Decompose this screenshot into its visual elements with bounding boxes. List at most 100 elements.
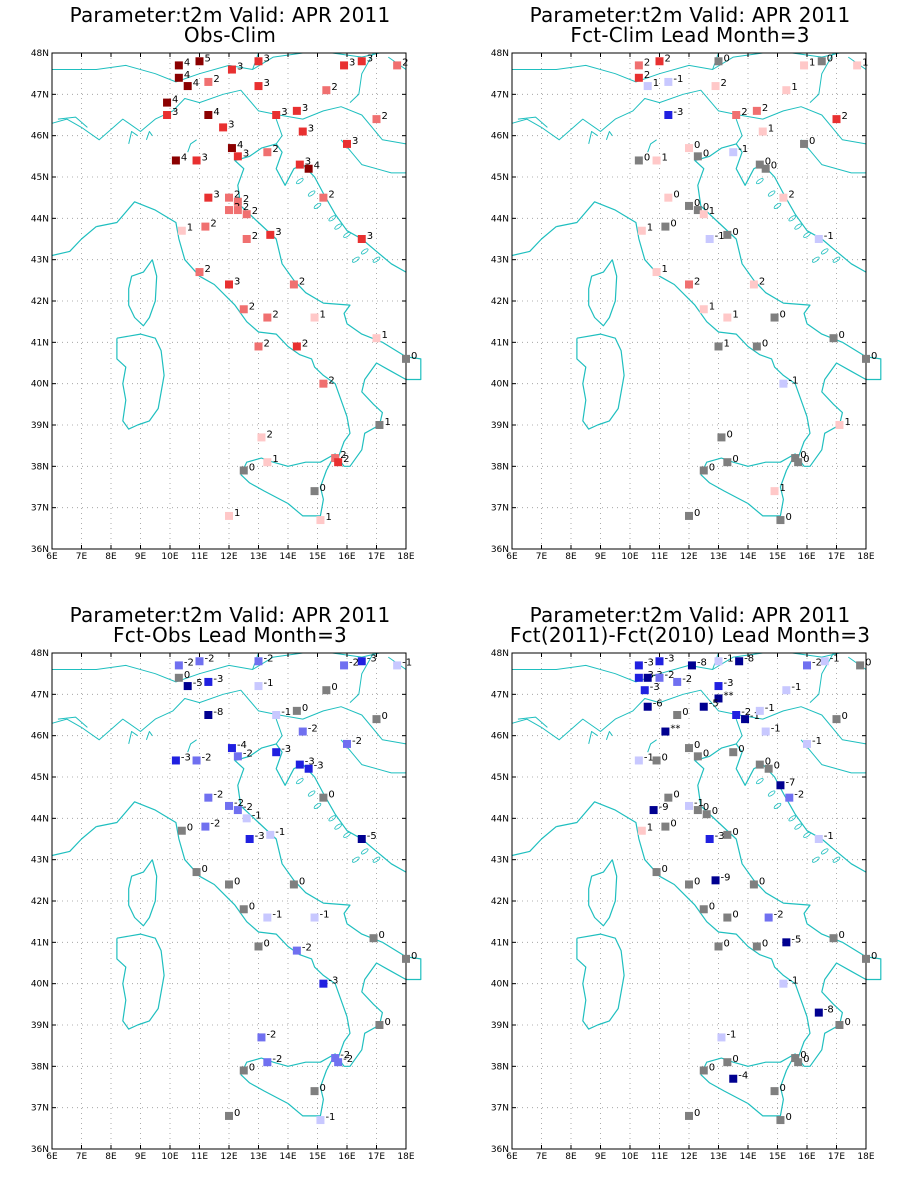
border-line xyxy=(187,739,197,753)
station-marker xyxy=(652,756,661,765)
tick-label-lon: 17E xyxy=(368,1152,385,1162)
station-value: 0 xyxy=(871,951,877,962)
tick-label-lon: 15E xyxy=(769,1152,786,1162)
station-value: 0 xyxy=(187,823,193,834)
station-marker xyxy=(814,1008,823,1017)
station-marker xyxy=(225,193,233,202)
station-marker xyxy=(699,210,708,219)
station-marker xyxy=(225,280,233,289)
border-line xyxy=(800,739,866,774)
tick-label-lat: 41N xyxy=(31,338,49,348)
station-marker xyxy=(649,806,658,815)
station-marker xyxy=(835,421,844,429)
station-marker xyxy=(340,61,349,70)
station-value: -1 xyxy=(791,682,801,693)
station-marker xyxy=(225,511,233,520)
station-value: 4 xyxy=(181,152,187,163)
station-value: 0 xyxy=(670,219,676,230)
station-marker xyxy=(225,206,233,215)
station-value: 0 xyxy=(249,1062,255,1073)
station-marker xyxy=(402,354,410,363)
tick-label-lat: 37N xyxy=(31,1104,49,1114)
station-value: 0 xyxy=(709,1062,715,1073)
station-value: 2 xyxy=(644,70,650,81)
island xyxy=(343,231,351,238)
tick-label-lon: 15E xyxy=(309,552,326,562)
station-marker xyxy=(266,830,275,839)
station-marker xyxy=(664,77,673,86)
border-line xyxy=(809,52,834,103)
island xyxy=(352,256,360,263)
station-value: 0 xyxy=(785,512,791,523)
coastline xyxy=(511,826,557,857)
station-marker xyxy=(829,934,838,943)
tick-label-lon: 6E xyxy=(506,1152,518,1162)
station-value: 3 xyxy=(264,53,270,64)
station-value: -5 xyxy=(709,699,719,710)
station-value: 0 xyxy=(264,938,270,949)
map-obs-clim: 6E 7E 8E 9E 10E 11E 12E 13E 14E 15E 16E 17E 18E 36N 37… xyxy=(31,49,422,562)
station-marker xyxy=(723,913,732,922)
station-marker xyxy=(372,715,381,724)
map-fct-obs: 6E 7E 8E 9E 10E 11E 12E 13E 14E 15E 16E 17E 18E 36N 37… xyxy=(31,649,422,1162)
station-value: 2 xyxy=(252,206,258,217)
station-marker xyxy=(242,210,251,219)
tick-label-lon: 16E xyxy=(338,552,355,562)
island xyxy=(832,256,841,263)
tick-label-lon: 12E xyxy=(220,552,237,562)
station-marker xyxy=(289,880,298,889)
station-value: 0 xyxy=(202,864,208,875)
station-value: 1 xyxy=(768,124,774,135)
station-value: 0 xyxy=(809,136,815,147)
station-marker xyxy=(764,913,773,922)
station-value: 1 xyxy=(384,417,390,428)
station-value: -2 xyxy=(184,657,194,668)
panel-title-line1: Parameter:t2m Valid: APR 2011 xyxy=(529,603,851,627)
station-value: -1 xyxy=(724,653,734,664)
station-value: -2 xyxy=(774,910,784,921)
station-value: 2 xyxy=(343,454,349,465)
border-line xyxy=(57,716,88,728)
station-value: -2 xyxy=(272,1054,282,1065)
station-value: 1 xyxy=(732,310,738,321)
tick-label-lon: 13E xyxy=(250,1152,267,1162)
border-line xyxy=(52,652,259,683)
tick-label-lat: 39N xyxy=(31,1021,49,1031)
station-marker xyxy=(711,876,720,885)
station-value: 0 xyxy=(765,157,771,168)
station-marker xyxy=(782,86,791,95)
station-marker xyxy=(254,942,263,951)
station-marker xyxy=(272,748,281,757)
tick-label-lon: 7E xyxy=(76,552,88,562)
station-marker xyxy=(687,661,696,670)
station-marker xyxy=(227,144,236,153)
station-marker xyxy=(714,657,723,666)
station-value: 2 xyxy=(842,111,848,122)
station-marker xyxy=(375,421,384,429)
panel-title-line2: Fct-Clim Lead Month=3 xyxy=(570,23,810,47)
tick-label-lat: 43N xyxy=(31,256,49,266)
coastline xyxy=(116,333,165,430)
border-line xyxy=(128,731,138,745)
station-marker xyxy=(717,1033,726,1042)
tick-label-lon: 8E xyxy=(565,1152,577,1162)
station-marker xyxy=(195,268,204,277)
tick-label-lon: 14E xyxy=(739,552,756,562)
station-value: 2 xyxy=(264,338,270,349)
station-value: 1 xyxy=(709,301,715,312)
station-value: -2 xyxy=(682,674,692,685)
station-marker xyxy=(643,82,652,91)
station-value: -3 xyxy=(255,831,265,842)
tick-label-lat: 45N xyxy=(491,173,509,183)
border-line xyxy=(800,139,866,174)
station-marker xyxy=(204,77,213,86)
station-marker xyxy=(263,913,272,922)
station-marker xyxy=(163,98,172,107)
station-value: 2 xyxy=(328,190,334,201)
panel-title-line2: Fct(2011)-Fct(2010) Lead Month=3 xyxy=(509,623,871,647)
tick-label-lon: 7E xyxy=(536,552,548,562)
station-marker xyxy=(227,65,236,74)
station-marker xyxy=(239,466,248,475)
station-marker xyxy=(714,694,723,703)
tick-label-lat: 43N xyxy=(491,856,509,866)
